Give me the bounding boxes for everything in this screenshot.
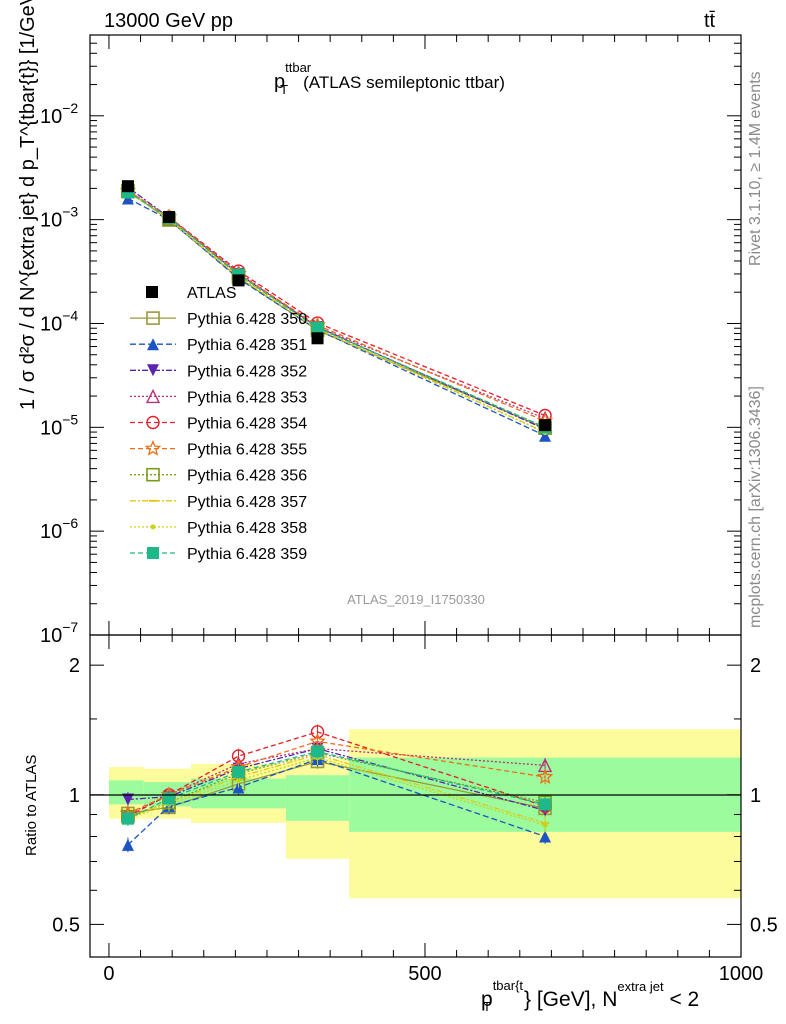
legend-item: Pythia 6.428 354	[130, 416, 307, 433]
legend-marker	[145, 388, 161, 404]
legend-item: Pythia 6.428 357	[130, 494, 307, 511]
legend-marker	[147, 338, 159, 351]
legend-label: Pythia 6.428 356	[187, 468, 307, 485]
legend-marker	[146, 415, 160, 430]
analysis-watermark: ATLAS_2019_I1750330	[347, 592, 485, 607]
legend-item: Pythia 6.428 356	[130, 468, 307, 485]
ratio-y-tick-label: 1	[69, 785, 80, 807]
ratio-point	[121, 793, 134, 806]
ratio-point	[121, 838, 134, 851]
ratio-point	[232, 765, 245, 778]
ratio-y-tick-label-right: 1	[750, 785, 761, 807]
legend-item: Pythia 6.428 358	[130, 520, 307, 537]
legend-marker	[147, 547, 159, 559]
series-line	[127, 190, 546, 420]
legend-label: Pythia 6.428 351	[187, 337, 307, 354]
ratio-point	[121, 812, 134, 825]
ratio-point	[236, 777, 242, 783]
y-tick-label: 10−4	[40, 307, 78, 335]
data-point	[163, 211, 176, 224]
legend-label: Pythia 6.428 350	[187, 311, 307, 328]
legend-label: Pythia 6.428 354	[187, 416, 307, 433]
series-point	[311, 321, 324, 334]
legend-item: Pythia 6.428 353	[130, 388, 307, 406]
process-label: tt̄	[704, 10, 716, 32]
ratio-y-tick-label-right: 2	[750, 655, 761, 677]
series-point	[539, 429, 552, 442]
ratio-point	[536, 768, 554, 784]
mcplots-reference-label: mcplots.cern.ch [arXiv:1306.3436]	[747, 386, 764, 628]
legend-item: ATLAS	[146, 285, 237, 302]
ratio-point	[542, 822, 548, 828]
series-line	[127, 191, 546, 417]
legend-item: Pythia 6.428 355	[130, 439, 307, 459]
lower-axis-ticks: 0.5 0.5 1 1 2 2 0 500 1000	[52, 635, 778, 985]
legend-marker	[150, 524, 156, 530]
ratio-series-layer	[119, 724, 554, 853]
legend: ATLAS Pythia 6.428 350 Pythia 6.428 351 Pyt…	[130, 285, 307, 563]
upper-series-layer	[119, 180, 554, 442]
legend-label: Pythia 6.428 359	[187, 546, 307, 563]
stat-uncertainty-band	[285, 775, 350, 821]
data-point	[539, 419, 552, 432]
ratio-point	[163, 792, 176, 805]
x-tick-label: 1000	[719, 963, 764, 985]
uncertainty-bands	[108, 729, 741, 899]
x-tick-label: 500	[408, 963, 441, 985]
ratio-y-tick-label-right: 0.5	[750, 914, 778, 936]
legend-label: Pythia 6.428 353	[187, 389, 307, 406]
legend-label: Pythia 6.428 355	[187, 442, 307, 459]
legend-marker	[146, 286, 158, 298]
series-line	[127, 190, 546, 422]
legend-item: Pythia 6.428 352	[130, 363, 307, 380]
legend-marker	[144, 439, 162, 456]
y-tick-label: 10−2	[40, 100, 78, 128]
series-line	[127, 191, 546, 434]
ratio-line	[127, 731, 546, 818]
legend-marker	[146, 467, 160, 482]
data-point	[232, 274, 245, 287]
ratio-point	[311, 745, 324, 758]
ratio-y-tick-label: 2	[69, 655, 80, 677]
legend-marker	[146, 311, 160, 325]
ratio-y-tick-label: 0.5	[52, 914, 80, 936]
data-point	[121, 180, 134, 193]
upper-axis-ticks: 10−2 10−3 10−4 10−5 10−6 10−7	[40, 34, 742, 647]
collision-label: 13000 GeV pp	[104, 10, 233, 32]
legend-label: Pythia 6.428 352	[187, 363, 307, 380]
upper-y-axis-label: 1 / σ d²σ / d N^{extra jet} d p_T^{tbar{…	[17, 0, 39, 410]
y-tick-label: 10−6	[40, 515, 78, 543]
y-tick-label: 10−5	[40, 411, 78, 439]
ratio-point	[539, 830, 552, 843]
legend-item: Pythia 6.428 350	[130, 311, 307, 328]
ratio-x-axis-label: ptbar{t T} [GeV], Nextra jet < 2	[481, 978, 699, 1014]
y-tick-label: 10−3	[40, 204, 78, 232]
legend-item: Pythia 6.428 351	[130, 337, 307, 354]
ratio-plot-frame	[89, 634, 742, 958]
upper-plot-frame	[89, 34, 742, 636]
legend-label: Pythia 6.428 358	[187, 520, 307, 537]
ratio-y-axis-label: Ratio to ATLAS	[23, 755, 40, 856]
plot-title: pttbar T (ATLAS semileptonic ttbar)	[274, 60, 505, 97]
legend-label: ATLAS	[187, 285, 237, 302]
legend-marker	[147, 364, 159, 377]
data-point	[311, 332, 324, 345]
legend-item: Pythia 6.428 359	[130, 546, 307, 563]
ratio-point	[539, 798, 552, 811]
y-tick-label: 10−7	[40, 619, 78, 647]
x-tick-label: 0	[103, 963, 114, 985]
rivet-version-label: Rivet 3.1.10, ≥ 1.4M events	[747, 71, 764, 266]
stat-uncertainty-band	[108, 780, 144, 805]
legend-label: Pythia 6.428 357	[187, 494, 307, 511]
